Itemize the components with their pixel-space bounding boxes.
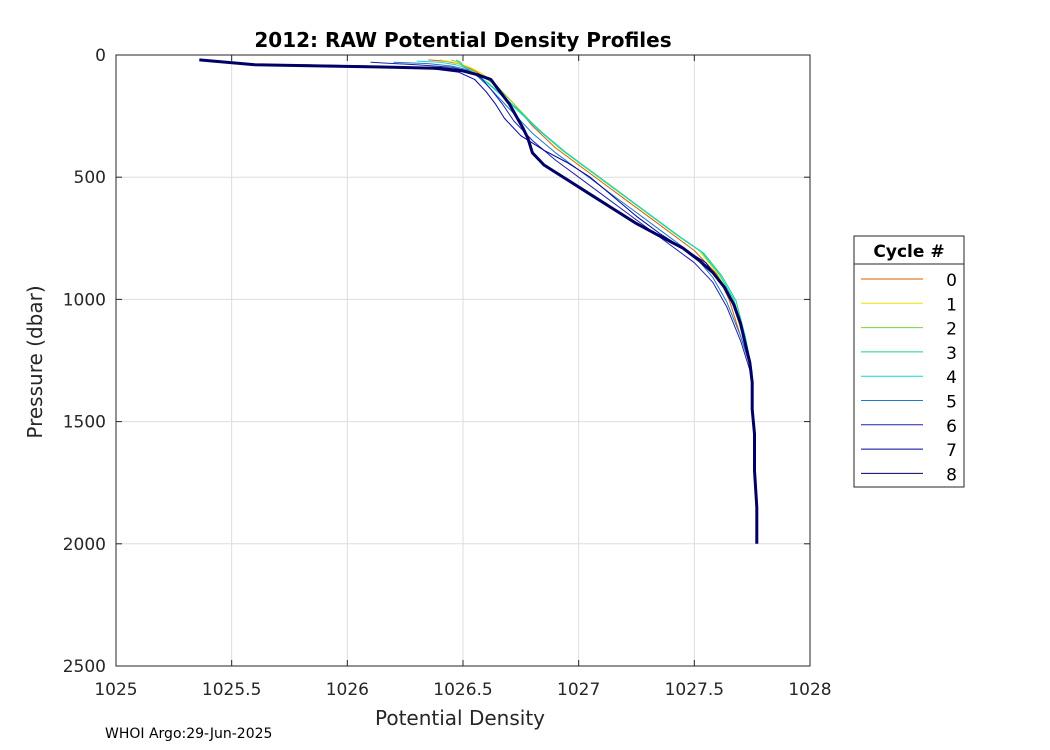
footer-stamp: WHOI Argo:29-Jun-2025 <box>105 726 273 742</box>
y-tick-label: 500 <box>74 168 106 188</box>
series-line-cycle-7 <box>301 64 753 378</box>
x-tick-label: 1027.5 <box>665 680 724 700</box>
y-tick-label: 1500 <box>63 413 106 433</box>
x-axis-ticks: 1025 1025.5 1026 1026.5 1027 1027.5 1028 <box>94 55 832 700</box>
series-line-cycle-0 <box>428 59 753 373</box>
chart-title: 2012: RAW Potential Density Profiles <box>254 28 671 52</box>
series-line-cycle-4 <box>416 60 753 373</box>
legend-label: 6 <box>946 417 957 437</box>
legend-label: 8 <box>946 465 957 485</box>
x-tick-label: 1026.5 <box>433 680 492 700</box>
series-line-cycle-5 <box>393 61 753 373</box>
y-tick-label: 2500 <box>63 657 106 677</box>
series-line-cycle-8 <box>199 58 759 544</box>
series-line-cycle-6 <box>370 61 753 378</box>
series-line-cycle-1 <box>439 59 753 373</box>
legend-label: 4 <box>946 368 957 388</box>
y-tick-label: 1000 <box>63 290 106 310</box>
legend-label: 5 <box>946 393 957 413</box>
x-tick-label: 1025.5 <box>202 680 261 700</box>
x-axis-label: Potential Density <box>375 706 545 730</box>
y-axis-label: Pressure (dbar) <box>23 285 47 438</box>
legend-label: 3 <box>946 344 957 364</box>
legend-title: Cycle # <box>873 242 944 262</box>
legend-box <box>853 235 965 488</box>
y-tick-label: 2000 <box>63 535 106 555</box>
legend-label: 7 <box>946 441 957 461</box>
legend: Cycle # 0 1 2 3 4 5 6 7 8 <box>853 235 965 488</box>
x-tick-label: 1028 <box>788 680 831 700</box>
x-tick-label: 1025 <box>94 680 137 700</box>
legend-label: 0 <box>946 271 957 291</box>
series-line-cycle-2 <box>451 59 753 373</box>
legend-label: 1 <box>946 295 957 315</box>
series-line-cycle-3 <box>455 59 753 373</box>
legend-label: 2 <box>946 320 957 340</box>
y-tick-label: 0 <box>95 46 106 66</box>
grid <box>116 55 810 666</box>
y-axis-ticks: 0 500 1000 1500 2000 2500 <box>63 46 810 677</box>
legend-items: 0 1 2 3 4 5 6 7 8 <box>861 271 957 485</box>
x-tick-label: 1027 <box>557 680 600 700</box>
series-lines <box>199 58 759 544</box>
x-tick-label: 1026 <box>326 680 369 700</box>
